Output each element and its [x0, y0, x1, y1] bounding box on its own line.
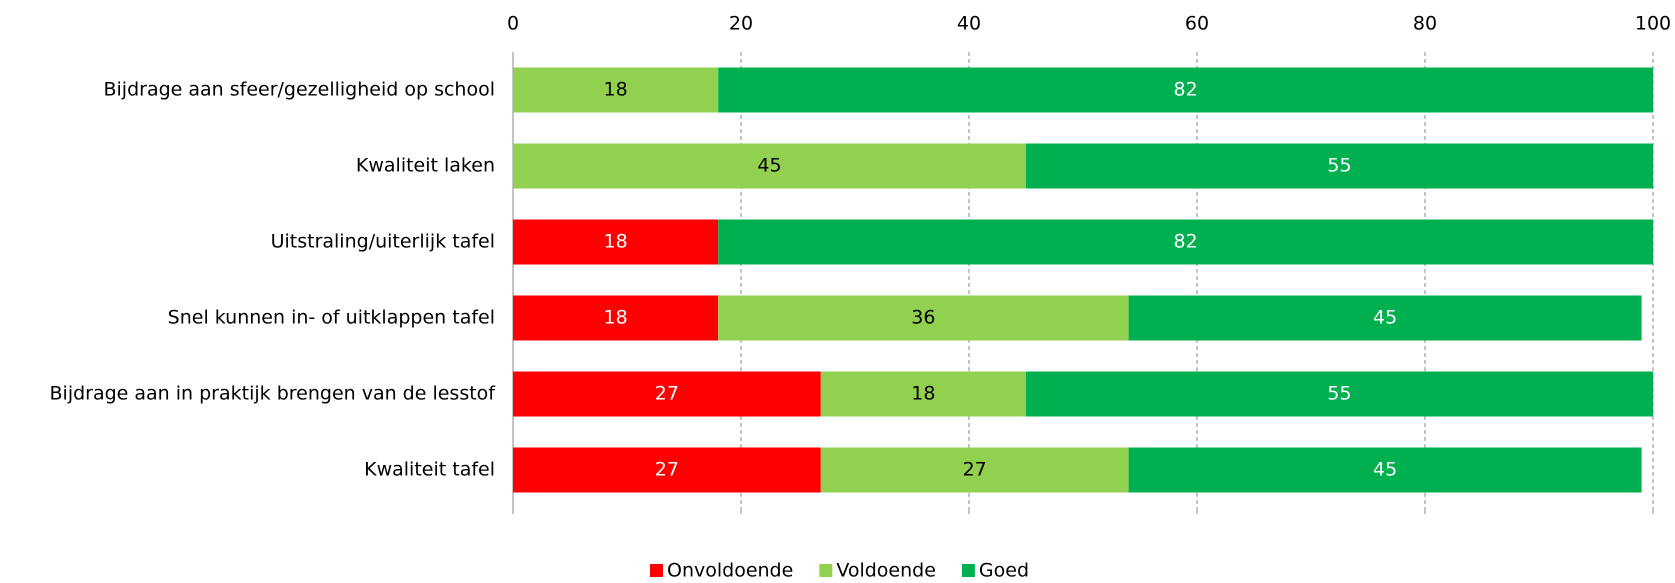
- data-label: 82: [1174, 79, 1198, 101]
- x-tick-label: 20: [729, 13, 753, 35]
- bar-segment: [513, 143, 1026, 189]
- bar-segment: [513, 447, 821, 493]
- data-label: 18: [911, 383, 935, 405]
- x-tick-label: 40: [957, 13, 981, 35]
- bar-segment: [1026, 371, 1653, 417]
- x-tick-label: 100: [1635, 13, 1671, 35]
- x-tick-label: 0: [507, 13, 519, 35]
- data-label: 45: [1373, 459, 1397, 481]
- data-label: 82: [1174, 231, 1198, 253]
- bar-segment: [1026, 143, 1653, 189]
- data-label: 45: [757, 155, 781, 177]
- data-label: 27: [655, 383, 679, 405]
- data-label: 45: [1373, 307, 1397, 329]
- legend-label: Onvoldoende: [667, 560, 793, 582]
- x-tick-label: 80: [1413, 13, 1437, 35]
- y-tick-label: Bijdrage aan sfeer/gezelligheid op schoo…: [103, 79, 495, 101]
- bar-segment: [718, 219, 1653, 265]
- legend-swatch: [961, 564, 975, 577]
- bar-segment: [718, 295, 1129, 341]
- data-label: 18: [604, 79, 628, 101]
- data-label: 27: [655, 459, 679, 481]
- y-tick-label: Kwaliteit laken: [356, 155, 495, 177]
- data-label: 27: [963, 459, 987, 481]
- bar-segment: [513, 371, 821, 417]
- data-label: 18: [604, 307, 628, 329]
- x-tick-label: 60: [1185, 13, 1209, 35]
- legend-swatch: [650, 564, 663, 577]
- bar-segment: [820, 447, 1129, 493]
- bar-segment: [820, 371, 1026, 417]
- bar-segment: [513, 219, 719, 265]
- bar-segment: [513, 67, 719, 113]
- legend-label: Goed: [979, 560, 1029, 582]
- legend-swatch: [819, 564, 833, 577]
- legend-label: Voldoende: [836, 560, 936, 582]
- data-label: 55: [1327, 155, 1351, 177]
- bar-segment: [1128, 447, 1642, 493]
- bar-segment: [513, 295, 719, 341]
- y-tick-label: Bijdrage aan in praktijk brengen van de …: [50, 383, 497, 405]
- data-label: 55: [1327, 383, 1351, 405]
- y-tick-label: Kwaliteit tafel: [364, 459, 495, 481]
- data-label: 36: [911, 307, 935, 329]
- bar-segment: [1128, 295, 1642, 341]
- bar-segment: [718, 67, 1653, 113]
- y-tick-label: Uitstraling/uiterlijk tafel: [271, 231, 495, 253]
- data-label: 18: [604, 231, 628, 253]
- y-tick-label: Snel kunnen in- of uitklappen tafel: [168, 307, 495, 329]
